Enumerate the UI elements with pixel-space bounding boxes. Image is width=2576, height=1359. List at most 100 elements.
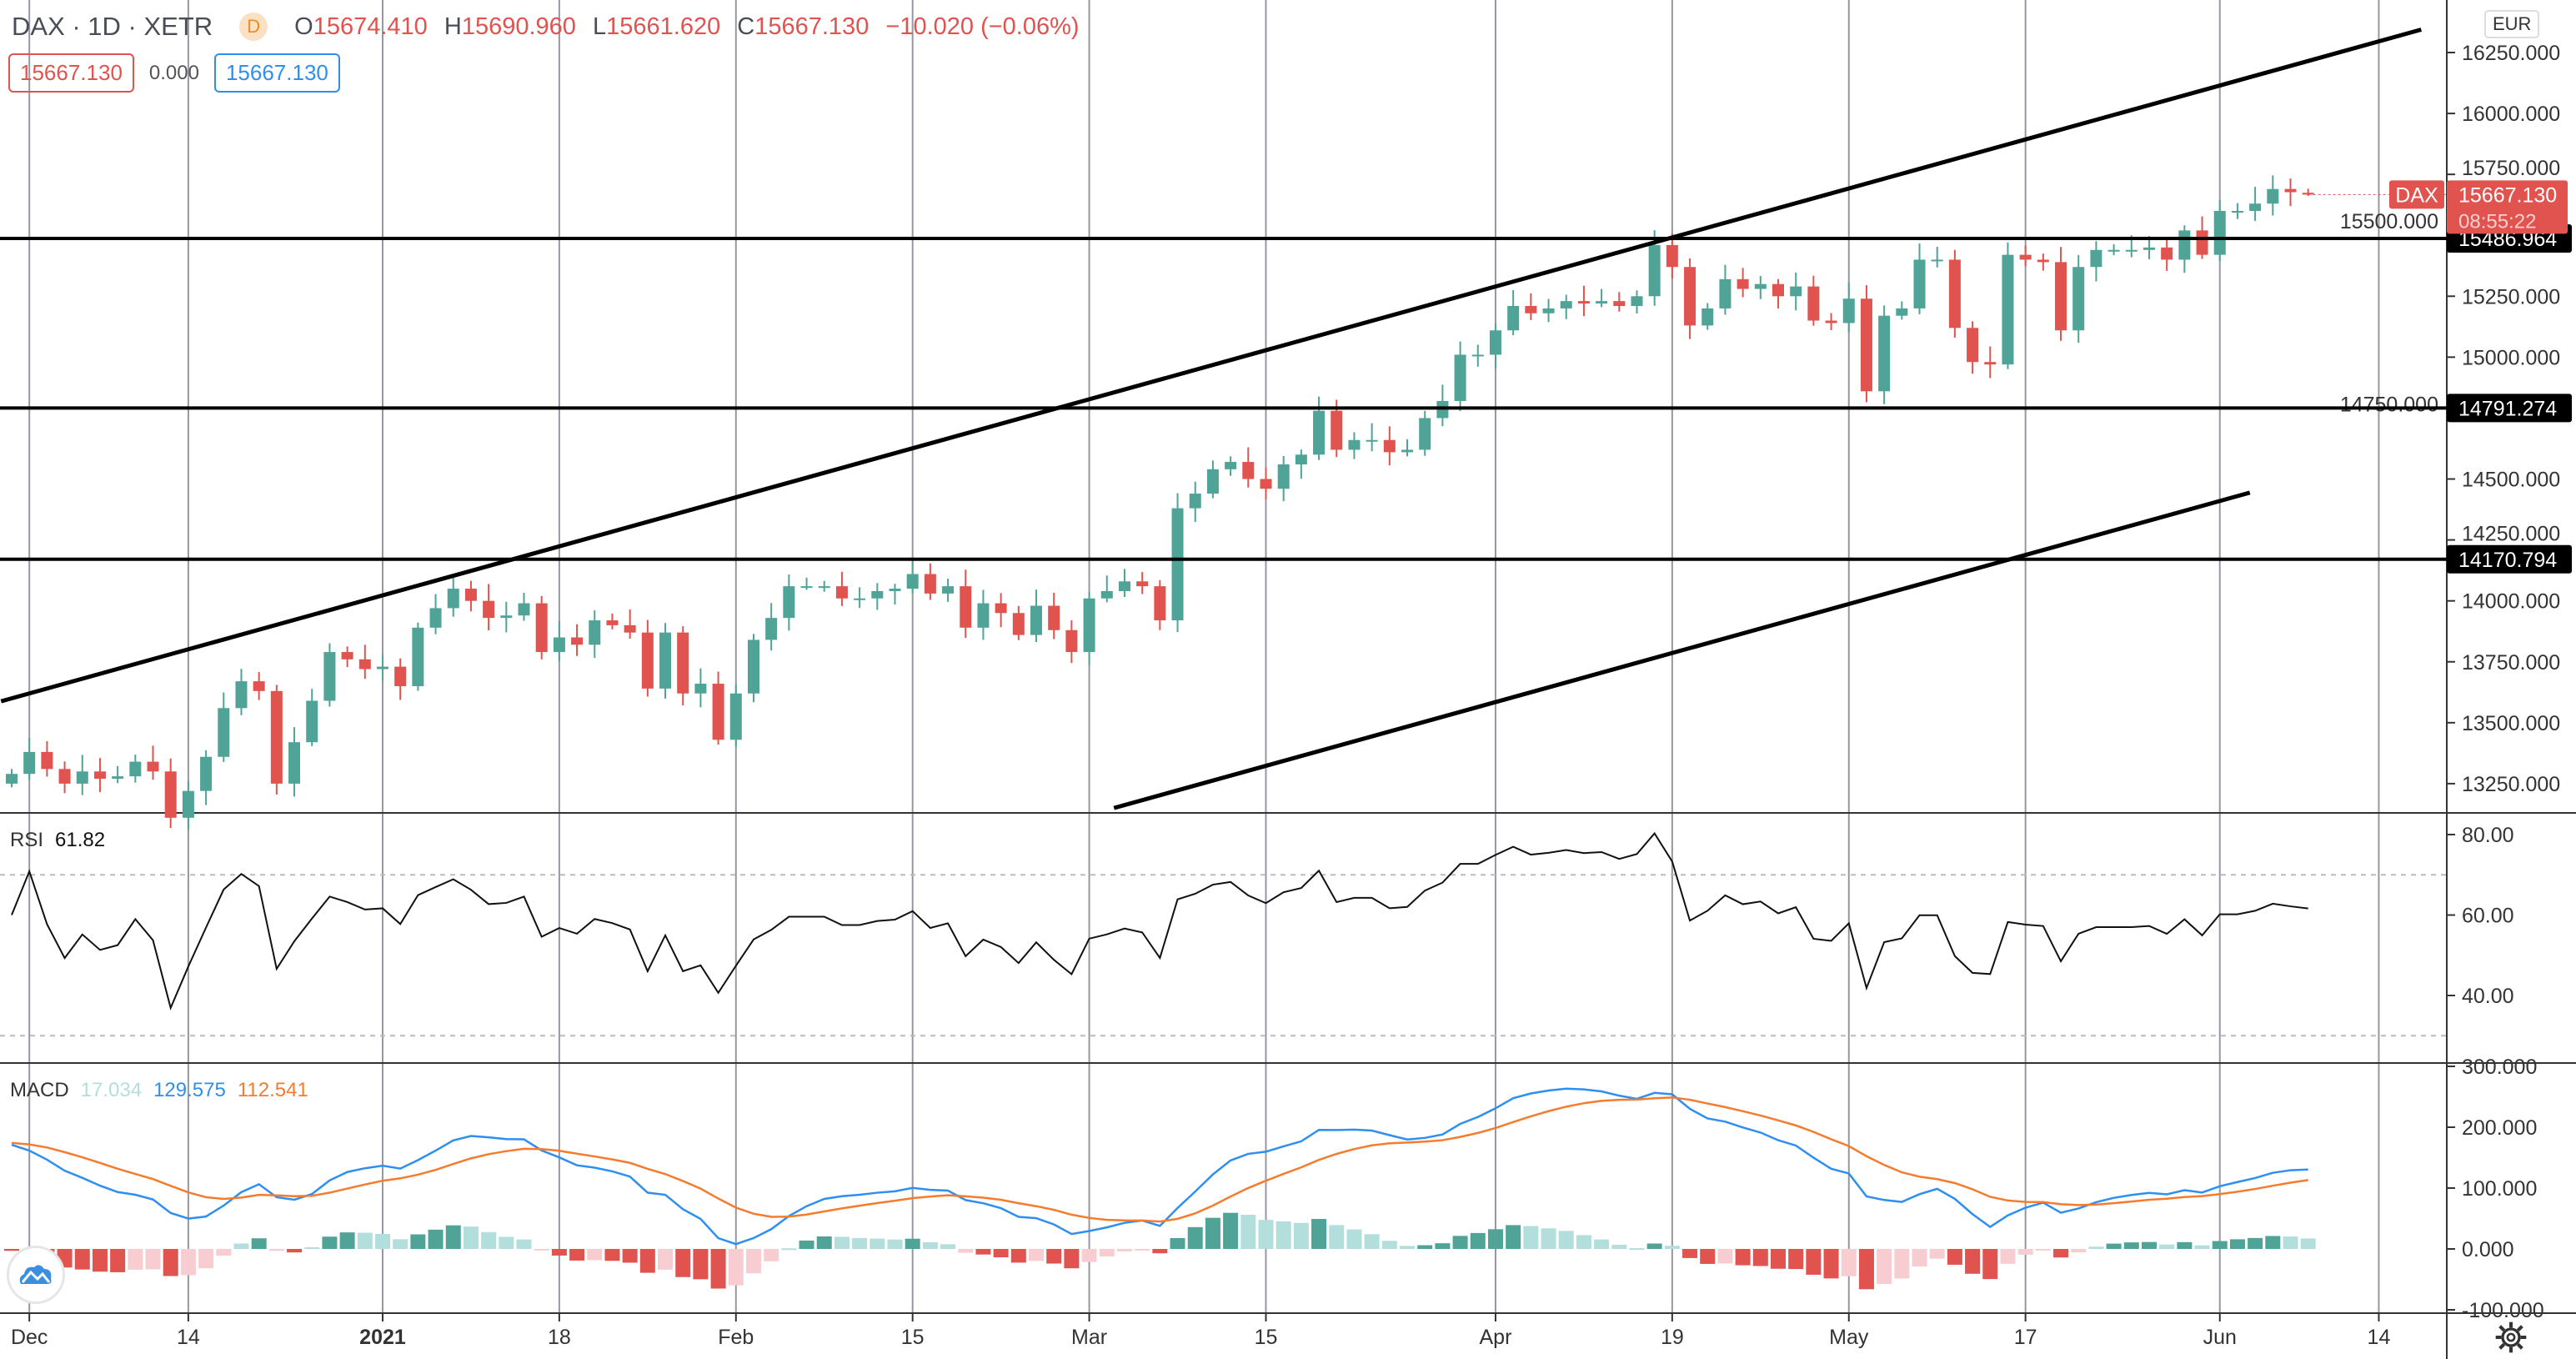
delayed-badge[interactable]: D	[239, 13, 268, 41]
macd-axis-label: 0.000	[2462, 1238, 2514, 1261]
macd-histogram-bar	[1487, 1229, 1503, 1249]
candle-body	[288, 742, 301, 784]
candle-body	[1100, 590, 1113, 599]
macd-histogram-bar	[658, 1249, 674, 1270]
candle	[1737, 268, 1749, 298]
macd-histogram-bar	[1311, 1219, 1327, 1249]
candle	[76, 755, 88, 795]
candle-body	[765, 618, 778, 640]
macd-histogram-bar	[180, 1249, 196, 1276]
symbol-label[interactable]: DAX · 1D · XETR	[12, 12, 213, 41]
candle-body	[1525, 305, 1537, 313]
candle-body	[1878, 315, 1891, 392]
candle	[1012, 605, 1025, 640]
macd-histogram-bar	[339, 1232, 355, 1249]
candle-body	[358, 659, 371, 669]
macd-histogram-bar	[2177, 1241, 2193, 1249]
candle-body	[729, 693, 742, 740]
macd-signal-value: 112.541	[237, 1079, 308, 1101]
candle-body	[1684, 267, 1696, 326]
candle-body	[871, 590, 884, 599]
candle	[960, 569, 972, 639]
macd-histogram-bar	[1435, 1243, 1451, 1249]
candle	[58, 761, 71, 794]
macd-line	[11, 1087, 2308, 1246]
settings-gear-icon[interactable]	[2494, 1321, 2528, 1354]
time-axis-label: Feb	[718, 1326, 754, 1349]
candle	[1913, 243, 1926, 314]
macd-histogram-bar	[1894, 1249, 1910, 1279]
candle-body	[1577, 301, 1590, 304]
candle-body	[2142, 247, 2155, 250]
candle	[129, 755, 142, 783]
last-price-tag	[2447, 180, 2568, 234]
rsi-axis-label: 60.00	[2462, 905, 2514, 928]
candle-body	[1313, 410, 1326, 455]
macd-histogram-bar	[1576, 1235, 1591, 1249]
macd-axis-label: 200.000	[2462, 1116, 2537, 1140]
sell-price-box[interactable]: 15667.130	[8, 53, 134, 93]
macd-histogram-bar	[1965, 1249, 1981, 1274]
macd-histogram-bar	[639, 1249, 655, 1273]
candle	[112, 765, 124, 784]
macd-histogram-bar	[2071, 1249, 2087, 1253]
macd-histogram-bar	[1046, 1249, 1062, 1264]
candle-body	[800, 586, 813, 589]
macd-histogram-bar	[2141, 1241, 2157, 1249]
candle-body	[2249, 203, 2262, 211]
candle	[1419, 410, 1431, 456]
candle	[977, 589, 990, 640]
candle	[995, 593, 1007, 628]
candle	[1825, 313, 1837, 330]
macd-histogram-bar	[1205, 1217, 1220, 1249]
macd-histogram-bar	[304, 1246, 320, 1249]
buy-price-box[interactable]: 15667.130	[213, 53, 340, 93]
candle-body	[1030, 605, 1043, 635]
candle-body	[553, 637, 565, 653]
candle	[659, 623, 672, 699]
macd-histogram-bar	[1877, 1249, 1892, 1285]
candle	[1189, 481, 1201, 522]
candle	[1842, 282, 1855, 333]
candle	[1383, 426, 1396, 466]
macd-histogram-bar	[781, 1248, 797, 1251]
candle-body	[1454, 354, 1466, 401]
macd-histogram-bar	[1010, 1249, 1026, 1263]
candle	[1507, 289, 1520, 336]
macd-label[interactable]: MACD	[10, 1079, 69, 1101]
close-value: 15667.130	[754, 13, 870, 40]
rsi-label[interactable]: RSI	[10, 829, 44, 851]
macd-histogram-bar	[1506, 1225, 1521, 1249]
candle	[164, 758, 177, 829]
candle-body	[1171, 508, 1184, 621]
currency-label[interactable]: EUR	[2484, 10, 2540, 38]
candle	[1984, 346, 1997, 379]
candle	[288, 727, 301, 797]
candle-body	[1825, 320, 1837, 323]
macd-histogram-bar	[481, 1231, 497, 1249]
tradingview-logo-icon[interactable]	[7, 1246, 65, 1304]
macd-histogram-bar	[463, 1226, 479, 1249]
candle	[712, 671, 724, 745]
candle-body	[1154, 586, 1166, 621]
level-price-label: 14791.274	[2458, 397, 2557, 420]
candle-body	[889, 589, 901, 591]
candle	[1401, 439, 1414, 457]
macd-histogram-bar	[1947, 1249, 1962, 1265]
candle-body	[2002, 254, 2014, 365]
time-axis-label: 15	[901, 1326, 925, 1349]
rsi-legend: RSI 61.82	[10, 829, 105, 852]
price-axis-label: 15250.000	[2462, 285, 2560, 308]
macd-histogram-bar	[816, 1236, 832, 1249]
candle-body	[93, 771, 106, 780]
candle-body	[1277, 464, 1290, 489]
candle-body	[2055, 262, 2067, 331]
macd-histogram-bar	[1081, 1249, 1097, 1262]
candle	[1577, 285, 1590, 317]
macd-histogram-bar	[1452, 1236, 1468, 1249]
time-axis-label: 14	[177, 1326, 200, 1349]
macd-histogram-bar	[216, 1249, 232, 1256]
candle	[889, 584, 901, 605]
candle	[2284, 178, 2297, 207]
